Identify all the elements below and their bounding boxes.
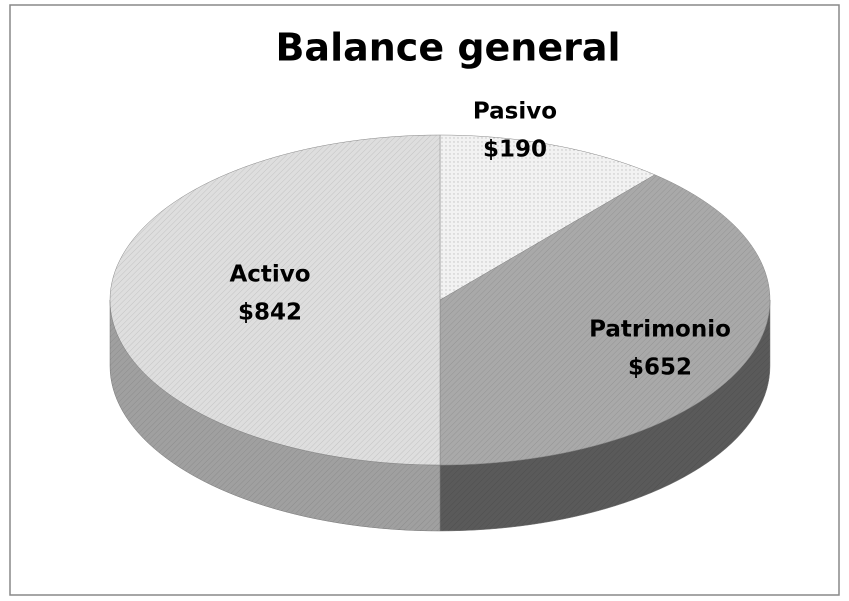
slice-label: Pasivo — [473, 99, 557, 125]
labels: Pasivo $190 Patrimonio $652 Activo $842 — [229, 99, 730, 381]
pie — [109, 134, 771, 532]
chart-title: Balance general — [275, 26, 620, 70]
slice-value-label: $652 — [628, 355, 692, 381]
slice-texture — [110, 135, 440, 465]
slice-label: Patrimonio — [589, 317, 731, 343]
slice-label: Activo — [229, 262, 310, 288]
slice-texture — [440, 135, 655, 300]
slice-texture — [440, 174, 770, 466]
slice-value-label: $190 — [483, 137, 547, 163]
slice-value-label: $842 — [238, 300, 302, 326]
slice-side-texture — [110, 300, 440, 531]
slice-side-texture — [440, 300, 770, 531]
